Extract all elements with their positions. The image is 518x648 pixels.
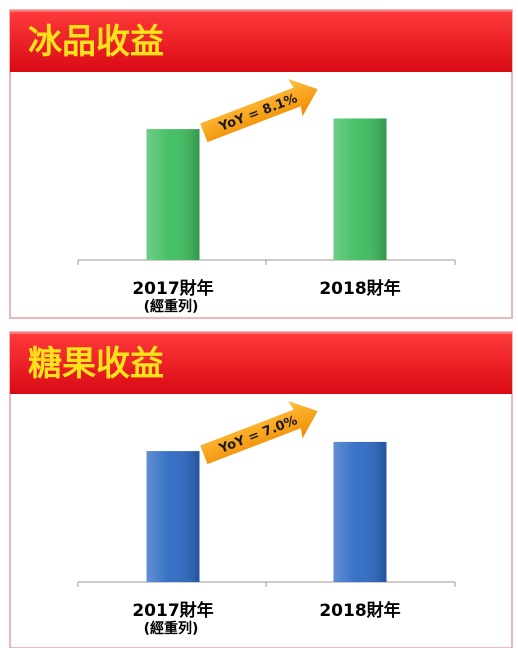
panel-title: 冰品收益	[28, 22, 164, 62]
x-tick-label: 2018財年	[319, 600, 400, 621]
bar-shine	[146, 129, 200, 260]
header	[10, 332, 512, 394]
x-tick-label: 2018財年	[319, 278, 400, 299]
arrow-shape	[200, 400, 318, 465]
panel-title: 糖果收益	[28, 344, 164, 384]
bar-shine	[333, 118, 387, 260]
x-tick-label: 2017財年	[132, 278, 213, 299]
header	[10, 10, 512, 72]
bar-shine	[333, 441, 387, 582]
yoy-arrow: YoY = 8.1%	[200, 78, 318, 143]
x-tick-note: (經重列)	[144, 620, 199, 637]
bar-shine	[146, 451, 200, 582]
arrow-shape	[200, 78, 318, 143]
x-tick-label: 2017財年	[132, 600, 213, 621]
x-tick-note: (經重列)	[144, 298, 199, 315]
yoy-arrow: YoY = 7.0%	[200, 400, 318, 465]
